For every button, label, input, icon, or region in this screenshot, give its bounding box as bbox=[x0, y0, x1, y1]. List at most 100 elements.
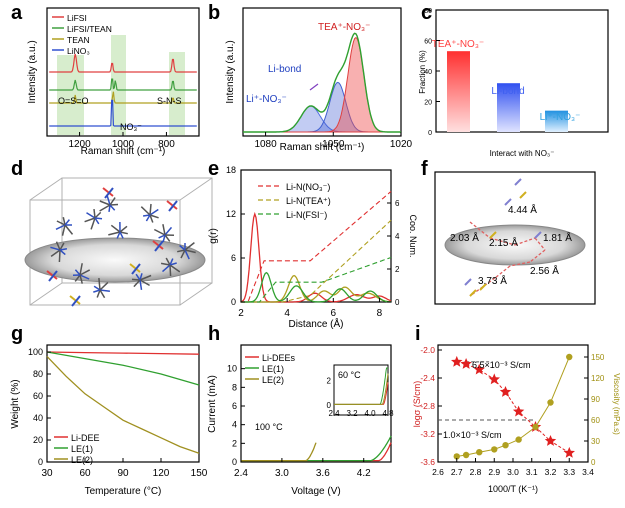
bond-d bbox=[59, 242, 65, 251]
ytick-label-i-1: -3.2 bbox=[420, 429, 435, 439]
coord-f-5 bbox=[509, 261, 531, 267]
coord-f-3 bbox=[534, 237, 546, 251]
bond-d bbox=[94, 217, 103, 220]
y2tick-label-e-2: 4 bbox=[395, 232, 400, 241]
cn-e-1 bbox=[241, 219, 392, 303]
bar-c-2 bbox=[545, 110, 568, 132]
ytick-label-c-2: 40 bbox=[424, 69, 432, 76]
ion-d-b-0 bbox=[104, 187, 114, 199]
ytick-label-g-5: 100 bbox=[28, 347, 43, 357]
bond-d bbox=[99, 289, 106, 299]
bond-d bbox=[94, 217, 100, 225]
ytick-label-c-4: 80 bbox=[424, 8, 432, 15]
ytick-label-i-2: -2.8 bbox=[420, 401, 435, 411]
ion-d-3 bbox=[69, 295, 81, 305]
xtick-label-i-5: 3.1 bbox=[526, 467, 538, 477]
series-a-0 bbox=[49, 53, 197, 73]
xlabel-b: Raman shift (cm⁻¹) bbox=[280, 142, 365, 153]
ytick-label-h-0: 0 bbox=[232, 457, 237, 467]
inset-series-h-2 bbox=[334, 373, 389, 405]
xtick-label-h-3: 4.2 bbox=[357, 468, 371, 479]
ion-d-b-3 bbox=[71, 295, 81, 307]
coord-f-4 bbox=[529, 249, 546, 263]
legend-h-label-1: LE(1) bbox=[262, 364, 284, 374]
ylabel-a: Intensity (a.u.) bbox=[27, 40, 38, 103]
legend-e-label-2: Li-N(FSI⁻) bbox=[286, 210, 327, 220]
bond-d bbox=[61, 224, 66, 236]
bond-d bbox=[169, 264, 181, 273]
ytick-label-h-5: 10 bbox=[227, 364, 237, 374]
xtick-label-i-4: 3.0 bbox=[507, 467, 519, 477]
bond-d bbox=[184, 249, 190, 260]
ylabel-e: g(r) bbox=[208, 228, 219, 244]
xtick-label-i-7: 3.3 bbox=[563, 467, 575, 477]
dist-4: 2.15 Å bbox=[489, 236, 518, 249]
coord-f-6 bbox=[494, 265, 511, 279]
bond-d bbox=[119, 225, 128, 233]
y2tick-label-i-3: 90 bbox=[591, 395, 600, 404]
panel-label-e: e bbox=[208, 158, 220, 180]
ylabel-h: Current (mA) bbox=[207, 375, 218, 433]
point-i-cond-4 bbox=[499, 386, 512, 397]
bond-d bbox=[109, 197, 116, 206]
point-i-visc-2 bbox=[476, 449, 483, 456]
atom-f-3 bbox=[489, 231, 497, 239]
frame-b bbox=[242, 7, 402, 137]
panel-label-g: g bbox=[11, 323, 24, 345]
xlabel-a: Raman shift (cm⁻¹) bbox=[81, 146, 166, 157]
bond-d bbox=[162, 234, 166, 242]
y2tick-label-i-2: 60 bbox=[591, 416, 600, 425]
point-i-visc-0 bbox=[453, 453, 460, 460]
cn-e-2 bbox=[241, 256, 392, 303]
y2tick-label-i-0: 0 bbox=[591, 458, 596, 467]
panel-label-c: c bbox=[421, 2, 433, 24]
bond-d bbox=[94, 211, 102, 219]
xtick-label-b-2: 1020 bbox=[390, 139, 413, 150]
legend-h-label-2: LE(2) bbox=[262, 375, 284, 385]
annot-high: 6.5×10⁻³ S/cm bbox=[472, 360, 531, 370]
atom-f-1 bbox=[519, 191, 527, 199]
envelope-b bbox=[243, 32, 401, 133]
inset-ytick-h-0: 0 bbox=[327, 401, 332, 410]
bar-c-0 bbox=[447, 51, 470, 132]
xtick-label-g-4: 150 bbox=[191, 468, 208, 479]
annot-low: 1.0×10⁻³ S/cm bbox=[443, 430, 502, 440]
series-a-2 bbox=[49, 91, 197, 104]
label-lino3: Li⁺-NO₃⁻ bbox=[246, 94, 287, 105]
xtick-label-i-6: 3.2 bbox=[545, 467, 557, 477]
coord-f-0 bbox=[469, 221, 491, 239]
ytick-label-e-1: 6 bbox=[231, 253, 236, 263]
ion-d-5 bbox=[46, 270, 58, 280]
atom-f-7 bbox=[479, 283, 487, 291]
legend-a-label-1: LiFSI/TEAN bbox=[67, 24, 112, 34]
bond-d bbox=[179, 244, 186, 251]
y2tick-label-e-3: 6 bbox=[395, 199, 400, 208]
panel-label-i: i bbox=[415, 323, 421, 345]
bar-c-1 bbox=[497, 83, 520, 132]
xtick-label-i-0: 2.6 bbox=[432, 467, 444, 477]
bond-d bbox=[165, 257, 171, 266]
point-i-visc-5 bbox=[515, 436, 522, 443]
cn-e-0 bbox=[241, 191, 392, 303]
inset-xtick-h-2: 4.0 bbox=[364, 409, 376, 418]
bond-d bbox=[93, 289, 101, 293]
legend-e-label-0: Li-N(NO₃⁻) bbox=[286, 182, 330, 192]
series-g-1 bbox=[46, 351, 200, 386]
xtick-label-b-0: 1080 bbox=[254, 139, 277, 150]
y2label-e: Coo. Num. bbox=[408, 214, 418, 257]
xtick-label-g-1: 60 bbox=[79, 468, 91, 479]
panel-label-h: h bbox=[208, 323, 221, 345]
bond-d bbox=[145, 214, 151, 222]
bar-label-c-0: TEA⁺-NO₃⁻ bbox=[432, 39, 484, 50]
ytick-label-c-1: 20 bbox=[424, 100, 432, 107]
ytick-label-i-3: -2.4 bbox=[420, 373, 435, 383]
xtick-label-i-3: 2.9 bbox=[488, 467, 500, 477]
xtick-label-h-1: 3.0 bbox=[275, 468, 289, 479]
dist-1: 4.44 Å bbox=[508, 203, 537, 216]
bond-d bbox=[133, 279, 141, 288]
xtick-label-h-0: 2.4 bbox=[234, 468, 248, 479]
point-i-visc-6 bbox=[532, 423, 539, 431]
bond-d bbox=[142, 214, 151, 217]
